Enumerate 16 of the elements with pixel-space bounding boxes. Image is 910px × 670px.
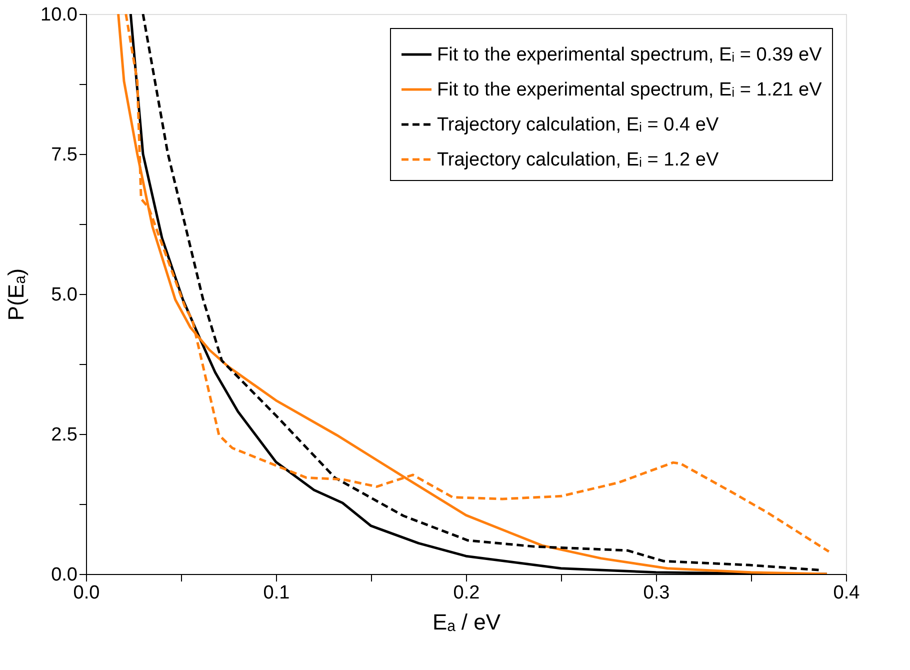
y-axis-title: P(Eₐ) — [4, 268, 29, 321]
x-tick-label: 0.1 — [263, 582, 290, 604]
x-tick-label: 0.2 — [453, 582, 480, 604]
y-tick-label: 10.0 — [40, 4, 78, 26]
y-tick-label: 0.0 — [51, 564, 78, 586]
x-tick-label: 0.3 — [643, 582, 670, 604]
legend-label: Trajectory calculation, Eᵢ = 0.4 eV — [437, 114, 719, 136]
y-tick-label: 7.5 — [51, 144, 78, 166]
legend-label: Fit to the experimental spectrum, Eᵢ = 0.39 eV — [437, 44, 822, 66]
x-axis-title: Eₐ / eV — [432, 610, 501, 634]
y-tick-label: 5.0 — [51, 284, 78, 306]
x-tick-label: 0.4 — [833, 582, 860, 604]
x-tick-label: 0.0 — [73, 582, 100, 604]
y-tick-label: 2.5 — [51, 424, 78, 446]
legend-label: Trajectory calculation, Eᵢ = 1.2 eV — [437, 150, 719, 170]
legend-label: Fit to the experimental spectrum, Eᵢ = 1.21 eV — [437, 80, 822, 100]
